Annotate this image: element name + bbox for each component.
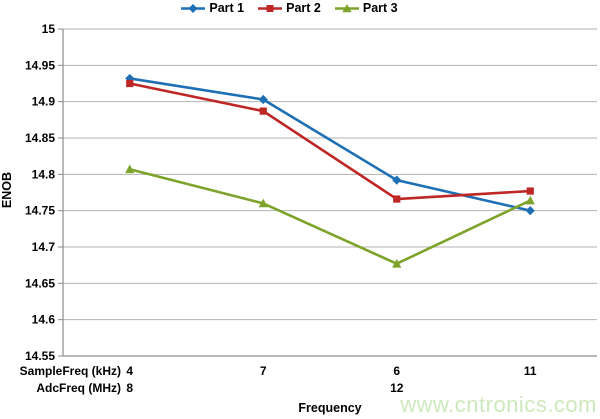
- x-row2-label: AdcFreq (MHz): [36, 381, 121, 395]
- x-tick-samplefreq: 11: [524, 364, 537, 378]
- series-line-part-2: [128, 82, 532, 201]
- legend-label-part-2: Part 2: [286, 1, 321, 15]
- x-tick-adcfreq: 8: [126, 381, 133, 395]
- y-tick-label: 15: [42, 22, 56, 36]
- y-tick-label: 14.7: [32, 240, 56, 254]
- data-point-part-3: [392, 258, 402, 268]
- x-axis-title: Frequency: [298, 401, 361, 415]
- data-point-part-2: [393, 195, 401, 203]
- data-point-part-3: [525, 195, 535, 205]
- x-row1-label: SampleFreq (kHz): [20, 364, 121, 378]
- legend-item-part-1: Part 1: [180, 1, 244, 15]
- data-point-part-1: [525, 206, 535, 216]
- data-point-part-2: [126, 79, 134, 88]
- square-marker-icon: [258, 4, 283, 12]
- y-tick-label: 14.55: [25, 349, 55, 363]
- data-point-part-2: [526, 187, 534, 195]
- data-point-part-3: [258, 198, 268, 208]
- legend-item-part-3: Part 3: [334, 1, 398, 15]
- legend-label-part-3: Part 3: [362, 1, 398, 15]
- diamond-marker-icon: [181, 3, 206, 13]
- y-tick-label: 14.75: [25, 204, 55, 218]
- data-point-part-2: [259, 107, 267, 115]
- data-point-part-3: [125, 164, 135, 174]
- x-tick-samplefreq: 4: [126, 364, 133, 378]
- x-tick-samplefreq: 6: [393, 364, 400, 378]
- legend: Part 1 Part 2 Part 3: [0, 1, 589, 15]
- triangle-marker-icon: [334, 3, 359, 12]
- data-point-part-1: [392, 175, 402, 185]
- y-axis-title: ENOB: [0, 172, 14, 208]
- legend-item-part-2: Part 2: [257, 1, 321, 15]
- data-point-part-1: [258, 94, 268, 105]
- x-tick-samplefreq: 7: [260, 364, 267, 378]
- y-tick-label: 14.65: [25, 276, 55, 290]
- series-line-part-3: [128, 167, 532, 266]
- y-tick-label: 14.95: [25, 58, 55, 72]
- legend-label-part-1: Part 1: [209, 1, 245, 15]
- y-tick-label: 14.9: [32, 95, 56, 109]
- y-tick-label: 14.8: [32, 167, 56, 181]
- x-tick-adcfreq: 12: [390, 381, 404, 395]
- series-line-part-1: [128, 77, 532, 212]
- y-tick-label: 14.6: [32, 313, 56, 327]
- y-tick-label: 14.85: [25, 131, 55, 145]
- watermark: www.cntronics.com: [400, 392, 597, 417]
